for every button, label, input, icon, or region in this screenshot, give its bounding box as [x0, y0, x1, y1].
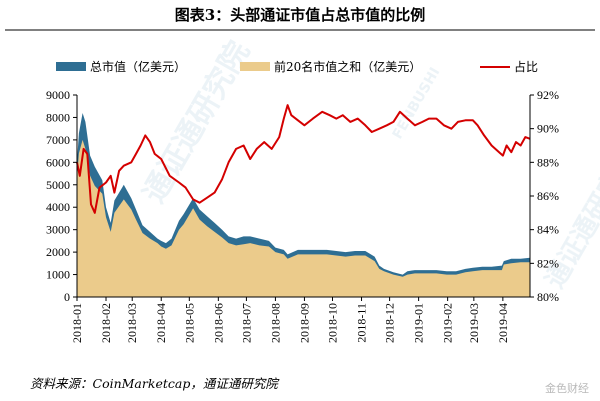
ratio-line [76, 104, 531, 214]
top20-market-cap-area [77, 139, 530, 297]
legend-label-top20: 前20名市值之和（亿美元） [274, 59, 421, 74]
corner-watermark: 金色财经 [545, 381, 589, 395]
right-axis-ticks: 80% 82% 84% 86% 88% 90% 92% [530, 88, 559, 304]
left-axis-ticks: 0 1000 2000 3000 4000 5000 6000 7000 8000 9000 [46, 88, 77, 304]
x-tick-label: 2018-11 [355, 303, 369, 343]
x-tick-label: 2019-04 [496, 303, 510, 343]
legend: 总市值（亿美元） 前20名市值之和（亿美元） 占比 [56, 59, 538, 74]
watermark-text-2: FENBUSHI [390, 65, 444, 142]
x-tick-label: 2018-01 [70, 303, 84, 343]
right-tick-label: 80% [537, 290, 559, 304]
left-tick-label: 3000 [46, 223, 70, 237]
x-tick-label: 2018-12 [383, 303, 397, 343]
right-tick-label: 84% [537, 223, 559, 237]
x-tick-label: 2018-09 [297, 303, 311, 343]
x-tick-label: 2018-08 [268, 303, 282, 343]
chart-title: 图表3：头部通证市值占总市值的比例 [175, 6, 425, 24]
left-tick-label: 0 [64, 290, 70, 304]
x-tick-label: 2019-01 [412, 303, 426, 343]
x-tick-label: 2019-02 [441, 303, 455, 343]
left-tick-label: 6000 [46, 155, 70, 169]
x-tick-label: 2018-03 [125, 303, 139, 343]
left-tick-label: 9000 [46, 88, 70, 102]
left-tick-label: 5000 [46, 178, 70, 192]
legend-swatch-total [56, 62, 86, 71]
legend-label-ratio: 占比 [514, 59, 538, 74]
x-tick-label: 2018-06 [211, 303, 225, 343]
right-tick-label: 82% [537, 256, 559, 270]
left-tick-label: 4000 [46, 200, 70, 214]
x-tick-label: 2019-03 [467, 303, 481, 343]
line-series-layer [76, 104, 531, 214]
legend-label-total: 总市值（亿美元） [90, 59, 186, 74]
x-tick-label: 2018-04 [154, 303, 168, 343]
x-axis-ticks: 2018-01 2018-02 2018-03 2018-04 2018-05 2018-… [70, 297, 510, 343]
right-tick-label: 88% [537, 155, 559, 169]
left-tick-label: 1000 [46, 268, 70, 282]
x-tick-label: 2018-02 [99, 303, 113, 343]
left-tick-label: 8000 [46, 110, 70, 124]
source-note: 资料来源：CoinMarketcap，通证通研究院 [30, 376, 280, 391]
right-tick-label: 92% [537, 88, 559, 102]
left-tick-label: 2000 [46, 245, 70, 259]
left-tick-label: 7000 [46, 133, 70, 147]
x-tick-label: 2018-05 [182, 303, 196, 343]
x-tick-label: 2018-07 [239, 303, 253, 343]
x-tick-label: 2018-10 [326, 303, 340, 343]
right-tick-label: 86% [537, 189, 559, 203]
legend-swatch-top20 [240, 62, 270, 71]
area-series-layer [77, 113, 530, 297]
right-tick-label: 90% [537, 122, 559, 136]
